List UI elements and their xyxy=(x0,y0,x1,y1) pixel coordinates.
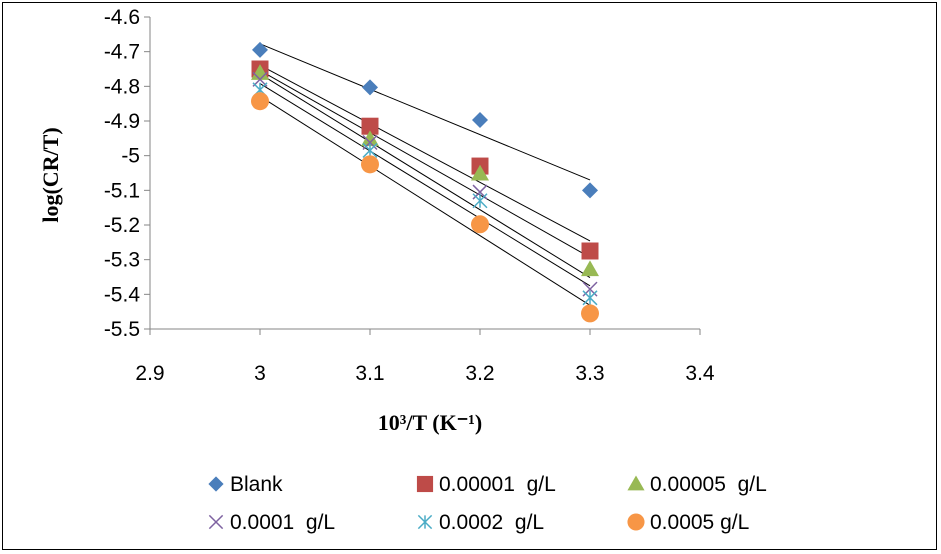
point-0-0005-g-l xyxy=(581,304,599,323)
legend-marker-blank xyxy=(208,476,224,492)
legend-marker-0-0002-g-l xyxy=(417,514,433,530)
y-tick-label: -4.6 xyxy=(104,6,140,29)
legend-label: 0.00005 g/L xyxy=(650,473,767,496)
point-0-0002-g-l xyxy=(472,193,488,209)
legend-marker-0-00001-g-l xyxy=(416,475,434,493)
y-tick-label: -5.2 xyxy=(104,214,140,237)
point-0-0001-g-l xyxy=(362,134,378,151)
y-tick-label: -5.5 xyxy=(104,318,140,341)
legend-marker-0-0001-g-l xyxy=(208,514,224,530)
legend-marker-0-00005-g-l xyxy=(627,475,645,491)
point-0-00005-g-l xyxy=(361,130,379,147)
y-tick-label: -4.8 xyxy=(104,75,140,98)
x-tick-label: 3 xyxy=(254,362,266,385)
x-tick-label: 2.9 xyxy=(135,362,164,385)
trendline-0-00005-g-l xyxy=(259,70,591,258)
y-tick-label: -5.1 xyxy=(104,179,140,202)
point-blank xyxy=(582,182,598,199)
x-tick-label: 3.4 xyxy=(685,362,715,385)
point-0-00005-g-l xyxy=(581,260,599,277)
x-tick-label: 3.3 xyxy=(575,362,604,385)
x-tick-label: 3.2 xyxy=(465,362,494,385)
y-tick-label: -5.4 xyxy=(104,283,141,306)
point-blank xyxy=(472,111,488,128)
y-tick-label: -5 xyxy=(121,145,140,168)
point-0-0002-g-l xyxy=(362,142,378,158)
y-tick-label: -4.7 xyxy=(104,41,140,64)
trendline-blank xyxy=(259,43,591,181)
legend-label: 0.00001 g/L xyxy=(439,473,556,496)
x-axis-title: 10³/T (K⁻¹) xyxy=(378,410,482,435)
legend-label: Blank xyxy=(230,473,283,496)
legend-label: 0.0001 g/L xyxy=(230,511,335,534)
y-tick-label: -4.9 xyxy=(104,110,140,133)
point-0-0002-g-l xyxy=(582,290,598,306)
legend-label: 0.0002 g/L xyxy=(439,511,544,534)
point-blank xyxy=(252,41,268,58)
trendline-0-0002-g-l xyxy=(259,83,591,287)
y-tick-label: -5.3 xyxy=(104,249,140,272)
point-0-0001-g-l xyxy=(252,71,268,87)
point-0-00005-g-l xyxy=(471,164,489,181)
point-0-0005-g-l xyxy=(251,92,269,111)
point-0-00001-g-l xyxy=(581,242,599,260)
trendline-0-0001-g-l xyxy=(259,73,591,279)
legend-label: 0.0005 g/L xyxy=(650,511,749,534)
trendline-0-0005-g-l xyxy=(259,95,591,306)
point-0-00005-g-l xyxy=(251,64,269,80)
point-blank xyxy=(362,79,378,96)
point-0-00001-g-l xyxy=(361,117,379,135)
trendline-0-00001-g-l xyxy=(259,64,591,242)
legend-marker-0-0005-g-l xyxy=(627,513,645,531)
point-0-0005-g-l xyxy=(471,215,489,234)
x-tick-label: 3.1 xyxy=(355,362,384,385)
y-axis-title: log(CR/T) xyxy=(38,127,63,222)
point-0-0005-g-l xyxy=(361,155,379,174)
